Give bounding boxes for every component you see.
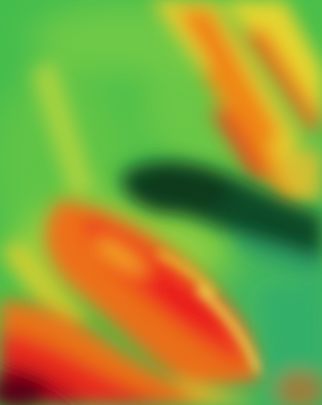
upper-right-streaks — [150, 0, 322, 208]
hot-edge-highlight — [156, 250, 262, 374]
lower-hot-region — [45, 200, 262, 390]
dark-band — [120, 160, 322, 280]
bottom-band — [0, 300, 260, 405]
lower-right-green — [260, 280, 322, 405]
left-yellow-streaks — [0, 60, 95, 335]
